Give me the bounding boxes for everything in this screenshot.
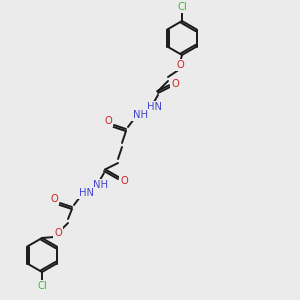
Text: O: O xyxy=(54,228,62,238)
Text: O: O xyxy=(171,79,179,89)
Text: HN: HN xyxy=(146,102,161,112)
Text: HN: HN xyxy=(79,188,94,198)
Text: NH: NH xyxy=(92,180,107,190)
Text: O: O xyxy=(104,116,112,126)
Text: NH: NH xyxy=(133,110,148,120)
Text: Cl: Cl xyxy=(37,281,47,291)
Text: O: O xyxy=(50,194,58,204)
Text: Cl: Cl xyxy=(177,2,187,12)
Text: O: O xyxy=(120,176,128,186)
Text: O: O xyxy=(176,60,184,70)
